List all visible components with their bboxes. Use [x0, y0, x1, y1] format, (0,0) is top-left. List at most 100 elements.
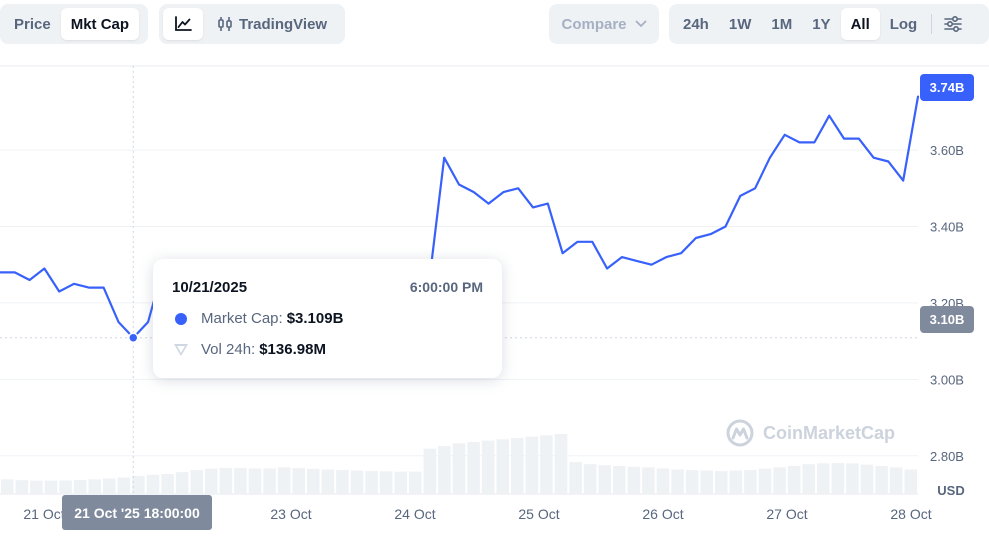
volume-bar [263, 468, 276, 494]
chevron-down-icon [635, 20, 647, 28]
volume-bar [103, 478, 116, 494]
volume-bar [817, 463, 830, 494]
tooltip-volume-value: $136.98M [259, 341, 326, 358]
chart-type-switch: Price Mkt Cap [0, 4, 148, 44]
volume-bar [569, 462, 582, 494]
volume-bar [700, 470, 713, 494]
volume-bar [685, 470, 699, 494]
volume-bar [30, 480, 43, 494]
y-tick-label: 3.00B [930, 372, 964, 387]
x-tick-label: 25 Oct [518, 506, 559, 522]
volume-bar [598, 465, 611, 494]
y-tick-label: 2.80B [930, 449, 964, 464]
volume-bar [831, 463, 845, 494]
time-range-switch: 24h 1W 1M 1Y All Log [669, 4, 989, 44]
tooltip-market-cap-label: Market Cap: [201, 310, 283, 327]
volume-bar [467, 442, 480, 494]
range-all[interactable]: All [840, 8, 880, 40]
volume-bar [904, 469, 917, 494]
log-scale-button[interactable]: Log [889, 15, 918, 33]
volume-bar [554, 434, 568, 494]
volume-bar [481, 440, 495, 494]
y-unit-label: USD [937, 483, 964, 498]
volume-bar [642, 467, 655, 494]
volume-bar [729, 470, 743, 494]
volume-bar [423, 448, 437, 494]
hover-point [128, 332, 139, 343]
volume-bar [146, 474, 160, 494]
volume-bar [613, 466, 626, 494]
tooltip-volume: Vol 24h: $136.98M [172, 341, 483, 358]
volume-bar [409, 471, 422, 494]
volume-bar [234, 467, 247, 494]
y-tick-label: 3.40B [930, 220, 964, 235]
range-1m[interactable]: 1M [771, 15, 793, 33]
volume-bar [715, 471, 728, 494]
divider [931, 14, 933, 34]
line-chart-icon [174, 16, 192, 32]
volume-bar [802, 464, 815, 494]
volume-bar [583, 464, 597, 494]
volume-bar [277, 467, 291, 494]
tab-mkt-cap[interactable]: Mkt Cap [60, 8, 140, 40]
line-chart-button[interactable] [163, 8, 203, 40]
volume-bar [511, 438, 524, 494]
volume-bar [44, 480, 58, 494]
volume-bar [190, 470, 203, 494]
x-tick-label: 27 Oct [766, 506, 807, 522]
hover-value-tag: 3.10B [920, 306, 974, 333]
volume-bar [292, 468, 305, 494]
tooltip-date: 10/21/2025 [172, 279, 248, 296]
volume-bar [132, 475, 145, 494]
x-tick-label: 21 Oct [23, 506, 64, 522]
volume-bar [321, 469, 335, 494]
volume-bar [219, 467, 233, 494]
x-tick-label: 23 Oct [270, 506, 311, 522]
tradingview-button[interactable]: TradingView [207, 8, 337, 40]
volume-bar [773, 467, 786, 494]
y-tick-label: 3.60B [930, 143, 964, 158]
compare-dropdown[interactable]: Compare [549, 4, 659, 44]
volume-bar [117, 477, 131, 494]
volume-bar [860, 464, 874, 494]
volume-bar [205, 468, 218, 494]
tradingview-label: TradingView [239, 15, 328, 33]
market-cap-dot-icon [175, 312, 187, 325]
range-24h[interactable]: 24h [683, 15, 709, 33]
volume-bar [452, 443, 466, 494]
volume-bar [161, 474, 174, 494]
volume-bar [671, 469, 684, 494]
volume-bar [379, 471, 393, 494]
volume-bar [496, 439, 509, 494]
chart-tooltip: 10/21/2025 6:00:00 PM Market Cap: $3.109… [153, 259, 502, 378]
volume-bar [787, 466, 801, 494]
range-1w[interactable]: 1W [728, 15, 752, 33]
volume-bar [656, 468, 670, 494]
x-tick-label: 26 Oct [642, 506, 683, 522]
volume-bar [875, 466, 888, 494]
hover-date-label: 21 Oct '25 18:00:00 [62, 495, 212, 530]
x-tick-label: 28 Oct [890, 506, 931, 522]
volume-bar [846, 463, 859, 494]
x-tick-label: 24 Oct [394, 506, 435, 522]
volume-bar [540, 435, 553, 494]
volume-bar [525, 436, 539, 494]
volume-bar [758, 468, 772, 494]
volume-bar [73, 479, 87, 494]
volume-bar [336, 470, 349, 494]
volume-bar [394, 471, 407, 494]
volume-bar [744, 470, 757, 494]
volume-bar [365, 471, 378, 494]
tab-price[interactable]: Price [14, 15, 51, 33]
watermark-text: CoinMarketCap [763, 422, 896, 443]
candlestick-icon [217, 16, 233, 32]
range-1y[interactable]: 1Y [812, 15, 831, 33]
volume-bar [627, 466, 641, 494]
volume-bar [307, 468, 320, 494]
sliders-icon [944, 16, 963, 32]
volume-bar [248, 468, 262, 494]
settings-button[interactable] [936, 8, 970, 40]
watermark: CoinMarketCap [725, 418, 895, 448]
volume-bar [15, 480, 29, 494]
volume-bar [350, 470, 364, 494]
